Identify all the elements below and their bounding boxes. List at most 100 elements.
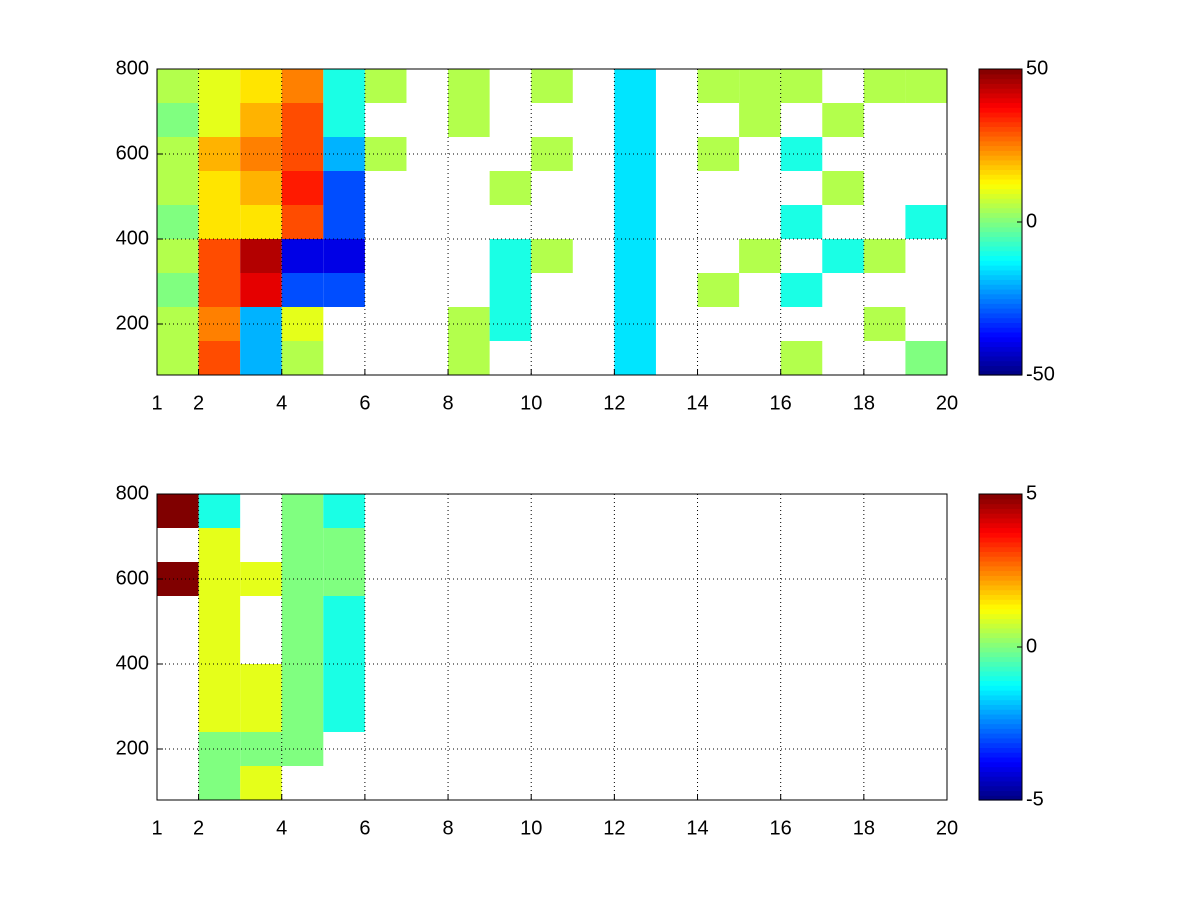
colorbar-step — [979, 632, 1022, 639]
colorbar-step — [979, 709, 1022, 715]
colorbar-step — [979, 699, 1022, 705]
heat-cell — [281, 137, 324, 171]
colorbar-step — [979, 513, 1022, 519]
colorbar-step — [979, 188, 1022, 194]
colorbar-step — [979, 183, 1022, 190]
colorbar-step — [979, 217, 1022, 223]
colorbar-step — [979, 637, 1022, 643]
colorbar-step — [979, 97, 1022, 104]
axes-box — [156, 493, 948, 801]
colorbar-step — [979, 274, 1022, 280]
colorbar-step — [979, 241, 1022, 247]
x-tick-label: 20 — [936, 817, 958, 839]
colorbar-step — [979, 164, 1022, 171]
colorbar-step — [979, 308, 1022, 314]
colorbar-step — [979, 532, 1022, 538]
x-tick-label: 1 — [151, 392, 162, 414]
heat-cell — [198, 239, 241, 273]
heat-cell — [240, 766, 282, 800]
colorbar-step — [979, 780, 1022, 787]
colorbar-step — [979, 250, 1022, 257]
heat-cell — [739, 239, 781, 273]
heat-cell — [198, 528, 241, 562]
colorbar-step — [979, 69, 1022, 75]
colorbar-step — [979, 575, 1022, 581]
heat-cell — [198, 664, 241, 698]
heat-cell — [157, 494, 199, 528]
heat-cell — [198, 69, 241, 103]
heat-cell — [198, 596, 241, 630]
heat-cell — [614, 341, 656, 375]
x-tick-label: 16 — [770, 817, 792, 839]
colorbar-step — [979, 560, 1022, 567]
colorbar-step — [979, 236, 1022, 242]
colorbar-step — [979, 322, 1022, 328]
heat-cell — [157, 103, 199, 137]
heat-cell — [240, 239, 282, 273]
heat-cell — [531, 239, 573, 273]
x-tick-label: 6 — [359, 817, 370, 839]
heat-cell — [240, 171, 282, 205]
colorbar-step — [979, 298, 1022, 304]
heat-cell — [157, 171, 199, 205]
heat-cell — [739, 103, 781, 137]
colorbar-step — [979, 503, 1022, 509]
heat-cell — [863, 307, 906, 341]
x-tick-label: 4 — [276, 817, 287, 839]
colorbar-step — [979, 551, 1022, 557]
colorbar-step — [979, 642, 1022, 648]
colorbar-step — [979, 269, 1022, 276]
y-tick-label: 400 — [116, 227, 149, 249]
heat-cell — [281, 273, 324, 307]
heat-cell — [323, 494, 365, 528]
heat-cell — [905, 341, 947, 375]
x-tick-label: 8 — [442, 392, 453, 414]
colorbar-step — [979, 370, 1022, 376]
colorbar-step — [979, 675, 1022, 682]
heat-cell — [281, 239, 324, 273]
x-tick-label: 4 — [276, 392, 287, 414]
x-tick-label: 10 — [520, 817, 542, 839]
colorbar-step — [979, 618, 1022, 624]
heat-cell — [780, 341, 823, 375]
heat-cell — [240, 137, 282, 171]
heat-cell — [281, 69, 324, 103]
colorbar-step — [979, 718, 1022, 725]
x-tick-label: 16 — [770, 392, 792, 414]
colorbar-step — [979, 790, 1022, 796]
heat-cell — [323, 69, 365, 103]
colorbar-step — [979, 623, 1022, 629]
axes-box — [156, 68, 948, 376]
colorbar-step — [979, 231, 1022, 237]
colorbar-step — [979, 666, 1022, 672]
heat-cell — [281, 171, 324, 205]
colorbar-step — [979, 608, 1022, 615]
colorbar-step — [979, 126, 1022, 132]
x-tick-label: 18 — [853, 392, 875, 414]
y-tick-label: 800 — [116, 57, 149, 79]
colorbar-step — [979, 603, 1022, 610]
colorbar-step — [979, 527, 1022, 533]
colorbar-tick-label: -5 — [1026, 788, 1044, 810]
heat-cell — [614, 103, 656, 137]
colorbar-step — [979, 131, 1022, 137]
heat-cell — [240, 103, 282, 137]
colorbar-step — [979, 178, 1022, 185]
heat-cell — [531, 69, 573, 103]
colorbar-step — [979, 546, 1022, 552]
x-tick-label: 14 — [686, 392, 708, 414]
colorbar-step — [979, 627, 1022, 634]
colorbar-step — [979, 303, 1022, 309]
colorbar-tick-label: 0 — [1026, 635, 1037, 657]
colorbar-step — [979, 202, 1022, 209]
heat-cell — [905, 205, 947, 239]
colorbar-step — [979, 317, 1022, 324]
colorbar-step — [979, 713, 1022, 720]
colorbar-step — [979, 279, 1022, 285]
heat-cell — [822, 239, 864, 273]
heat-cell — [157, 205, 199, 239]
heat-cell — [198, 494, 241, 528]
colorbar-step — [979, 145, 1022, 151]
x-tick-label: 20 — [936, 392, 958, 414]
colorbar-step — [979, 293, 1022, 300]
